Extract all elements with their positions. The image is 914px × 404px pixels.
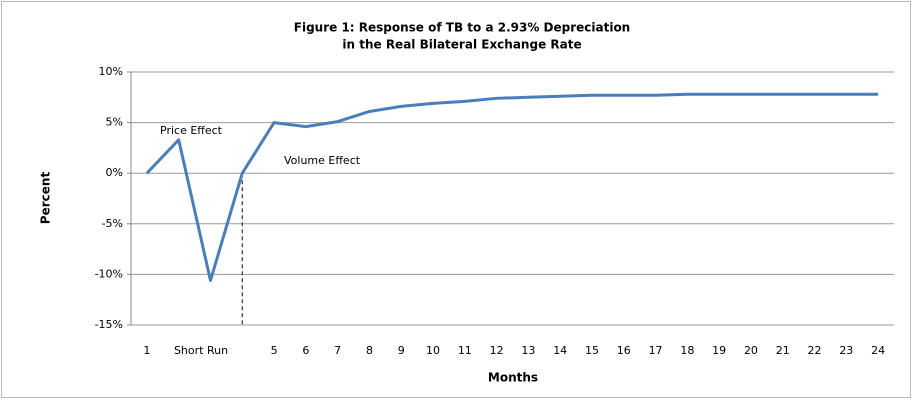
x-tick-label: 11 — [458, 344, 472, 357]
annotation: Volume Effect — [284, 154, 361, 167]
y-tick-label: 0% — [106, 166, 123, 179]
x-tick-label: 15 — [585, 344, 599, 357]
y-tick-label: -15% — [95, 318, 123, 331]
x-tick-label: 14 — [553, 344, 567, 357]
chart-title: Figure 1: Response of TB to a 2.93% Depr… — [294, 21, 630, 35]
x-tick-label: 23 — [839, 344, 853, 357]
y-tick-label: 5% — [106, 116, 123, 129]
chart-title: in the Real Bilateral Exchange Rate — [342, 38, 581, 52]
x-tick-label: 19 — [712, 344, 726, 357]
x-tick-label: 22 — [808, 344, 822, 357]
x-tick-label: 5 — [271, 344, 278, 357]
x-tick-label: 10 — [426, 344, 440, 357]
x-tick-label: 20 — [744, 344, 758, 357]
x-tick-label: 6 — [302, 344, 309, 357]
x-tick-label: 1 — [143, 344, 150, 357]
x-tick-label: 24 — [871, 344, 885, 357]
y-tick-label: -5% — [102, 217, 123, 230]
x-tick-label: 8 — [366, 344, 373, 357]
x-tick-label: 18 — [680, 344, 694, 357]
data-line — [145, 92, 879, 282]
y-tick-label: -10% — [95, 267, 123, 280]
y-axis-title: Percent — [39, 172, 53, 225]
x-tick-label: 7 — [334, 344, 341, 357]
y-tick-label: 10% — [99, 65, 123, 78]
x-tick-label: 13 — [521, 344, 535, 357]
annotation: Short Run — [174, 344, 228, 357]
x-tick-label: 9 — [398, 344, 405, 357]
chart-frame — [1, 1, 911, 398]
x-tick-label: 21 — [776, 344, 790, 357]
annotation: Price Effect — [160, 124, 223, 137]
x-axis-title: Months — [488, 371, 538, 385]
x-tick-label: 12 — [490, 344, 504, 357]
x-tick-label: 16 — [617, 344, 631, 357]
x-tick-label: 17 — [649, 344, 663, 357]
